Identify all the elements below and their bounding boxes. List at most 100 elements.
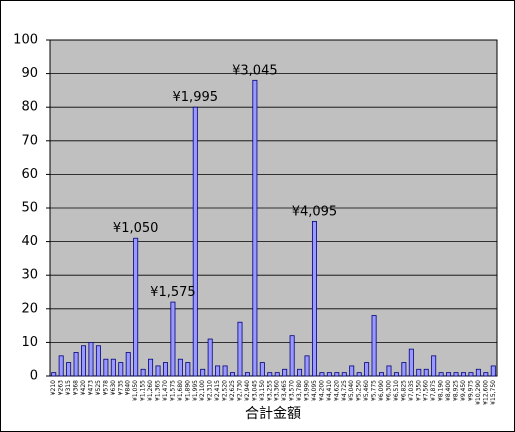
bar — [140, 368, 146, 377]
x-tick-label: ¥3,570 — [289, 380, 296, 401]
bar — [475, 368, 481, 377]
x-tick-label: ¥1,890 — [184, 380, 191, 401]
bar — [170, 301, 176, 377]
x-tick-label: ¥2,310 — [207, 380, 214, 401]
bar — [438, 372, 444, 377]
bar — [423, 368, 429, 377]
bar — [110, 358, 116, 377]
bar — [371, 315, 377, 377]
x-tick-label: ¥315 — [65, 380, 72, 395]
bar — [319, 372, 325, 377]
bar — [51, 372, 57, 377]
bar — [304, 355, 310, 377]
bar — [230, 372, 236, 377]
x-tick-label: ¥578 — [102, 380, 109, 395]
x-tick-label: ¥1,995 — [192, 380, 199, 401]
x-tick-label: ¥2,415 — [214, 380, 221, 401]
x-tick-label: ¥6,510 — [393, 380, 400, 401]
x-tick-label: ¥1,365 — [155, 380, 162, 401]
x-tick-label: ¥210 — [50, 380, 57, 395]
y-tick-label: 80 — [21, 100, 38, 115]
bar — [311, 221, 317, 377]
x-tick-label: ¥4,725 — [341, 380, 348, 401]
bar — [192, 106, 198, 377]
bar — [453, 372, 459, 377]
x-tick-label: ¥473 — [87, 380, 94, 395]
x-tick-label: ¥840 — [125, 380, 132, 395]
y-tick-label: 90 — [21, 66, 38, 81]
y-tick-label: 70 — [21, 133, 38, 148]
bar — [252, 79, 258, 377]
x-tick-label: ¥1,050 — [132, 380, 139, 401]
x-tick-label: ¥2,730 — [236, 380, 243, 401]
bar — [125, 352, 131, 377]
bar — [356, 372, 362, 377]
bar — [177, 358, 183, 377]
bar — [393, 372, 399, 377]
x-axis-title: 合計金額 — [245, 406, 301, 422]
bar — [416, 368, 422, 377]
bar — [215, 365, 221, 377]
bar — [103, 358, 109, 377]
bar — [446, 372, 452, 377]
y-tick-label: 20 — [21, 301, 38, 316]
bar-annotation: ¥4,095 — [292, 204, 338, 219]
bar — [237, 321, 243, 377]
x-tick-label: ¥4,620 — [333, 380, 340, 401]
bar — [460, 372, 466, 377]
x-tick-label: ¥3,150 — [259, 380, 266, 401]
bar — [379, 372, 385, 377]
bar — [282, 368, 288, 377]
x-tick-label: ¥3,360 — [274, 380, 281, 401]
bar — [401, 362, 407, 377]
bar — [483, 372, 489, 377]
x-tick-label: ¥2,940 — [244, 380, 251, 401]
bar — [88, 341, 94, 377]
x-tick-label: ¥7,350 — [415, 380, 422, 401]
x-tick-label: ¥5,775 — [371, 380, 378, 401]
bar — [468, 372, 474, 377]
x-tick-label: ¥2,100 — [199, 380, 206, 401]
x-tick-label: ¥15,750 — [490, 380, 497, 405]
bar — [222, 365, 228, 377]
bar — [244, 372, 250, 377]
x-tick-label: ¥1,260 — [147, 380, 154, 401]
x-tick-label: ¥4,200 — [318, 380, 325, 401]
bar — [297, 368, 303, 377]
bar — [490, 365, 496, 377]
x-tick-label: ¥6,090 — [378, 380, 385, 401]
x-tick-label: ¥8,400 — [445, 380, 452, 401]
bar — [73, 352, 79, 377]
y-tick-label: 40 — [21, 234, 38, 249]
x-tick-label: ¥2,625 — [229, 380, 236, 401]
x-tick-label: ¥420 — [80, 380, 87, 395]
x-tick-label: ¥3,990 — [304, 380, 311, 401]
x-tick-label: ¥4,410 — [326, 380, 333, 401]
x-tick-label: ¥3,045 — [251, 380, 258, 401]
bar-annotation: ¥3,045 — [232, 63, 278, 78]
bar — [95, 345, 101, 377]
x-tick-label: ¥4,095 — [311, 380, 318, 401]
bar — [341, 372, 347, 377]
bar — [148, 358, 154, 377]
bar — [259, 362, 265, 377]
bar — [267, 372, 273, 377]
y-tick-label: 30 — [21, 268, 38, 283]
x-tick-label: ¥1,575 — [169, 380, 176, 401]
x-tick-label: ¥630 — [110, 380, 117, 395]
x-tick-label: ¥6,300 — [385, 380, 392, 401]
x-tick-label: ¥8,190 — [438, 380, 445, 401]
x-tick-label: ¥1,155 — [140, 380, 147, 401]
y-tick-label: 60 — [21, 167, 38, 182]
x-tick-label: ¥3,255 — [266, 380, 273, 401]
bar — [207, 338, 213, 377]
bar — [364, 362, 370, 377]
x-tick-label: ¥12,600 — [482, 380, 489, 405]
bar — [133, 237, 139, 377]
bar — [58, 355, 64, 377]
x-tick-label: ¥6,825 — [400, 380, 407, 401]
bar-annotation: ¥1,995 — [173, 90, 219, 105]
bar — [81, 345, 87, 377]
